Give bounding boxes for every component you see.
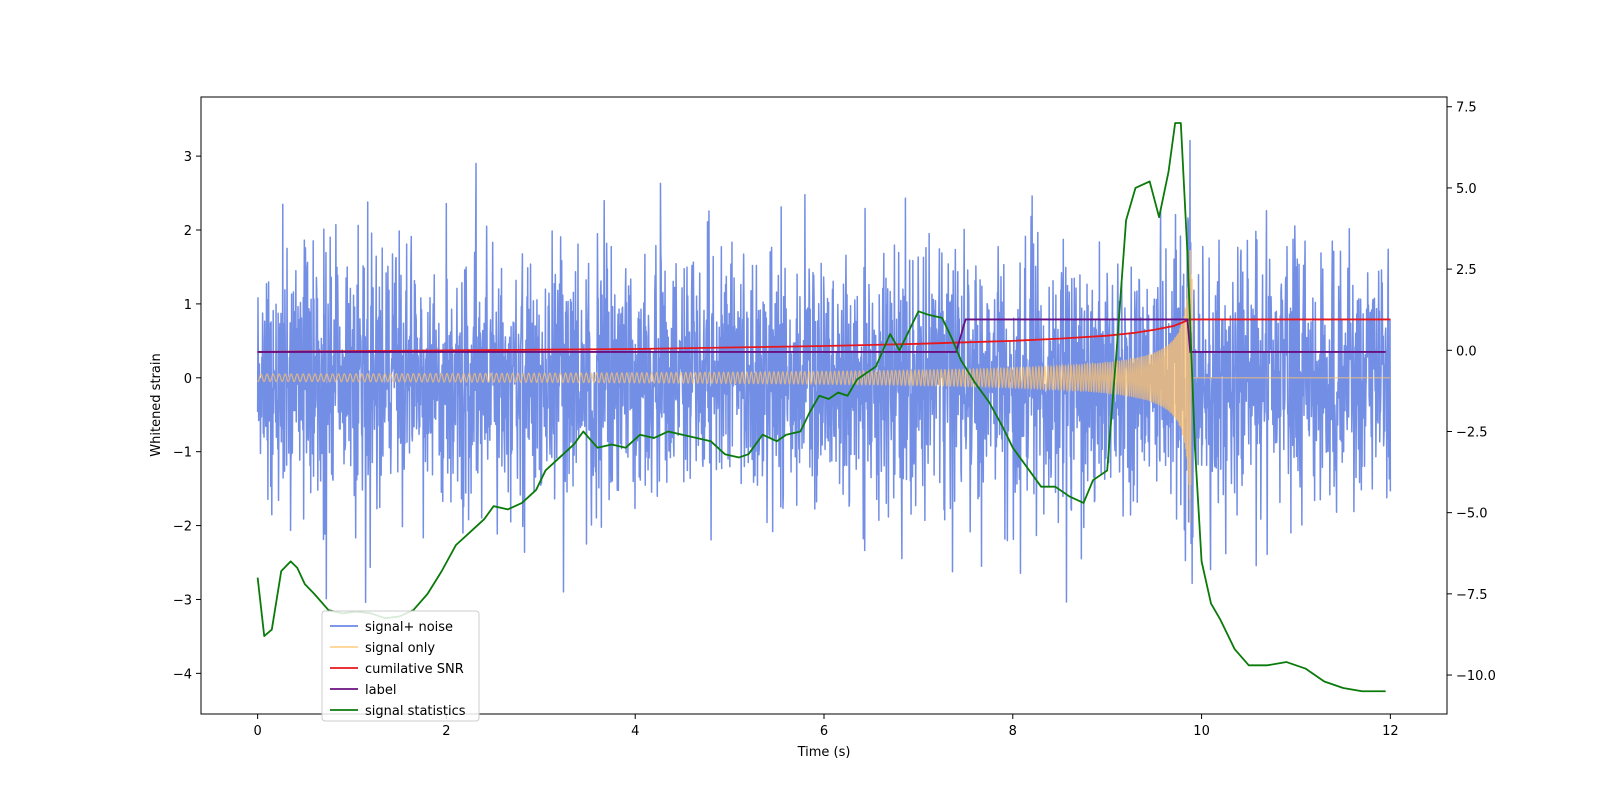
y-tick-label: 3: [184, 150, 192, 165]
y-axis-right: −10.0 −7.5 −5.0 −2.5 0.0 2.5 5.0 7.5: [1447, 101, 1496, 684]
x-tick-label: 12: [1382, 724, 1399, 739]
x-tick-label: 10: [1193, 724, 1210, 739]
plot-area: [256, 122, 1392, 693]
y2-tick-label: 5.0: [1456, 182, 1477, 197]
y-tick-label: −3: [173, 593, 192, 608]
series-signal-only-line: [257, 249, 1391, 524]
y-tick-label: 1: [184, 298, 192, 313]
legend-label: label: [365, 683, 396, 698]
y2-tick-label: −2.5: [1456, 425, 1488, 440]
y-tick-label: −1: [173, 446, 192, 461]
legend-label: cumilative SNR: [365, 662, 464, 677]
x-tick-label: 6: [820, 724, 828, 739]
x-tick-label: 4: [631, 724, 639, 739]
y-tick-label: −4: [173, 667, 192, 682]
series-signal-noise-line: [256, 139, 1392, 604]
x-axis-label: Time (s): [797, 745, 851, 760]
y2-tick-label: 7.5: [1456, 101, 1477, 116]
x-tick-label: 0: [253, 724, 261, 739]
legend: signal+ noise signal only cumilative SNR la…: [321, 610, 480, 722]
y2-tick-label: 0.0: [1456, 344, 1477, 359]
legend-label: signal only: [365, 641, 435, 656]
series-signal-statistics-line: [256, 122, 1386, 693]
x-tick-label: 2: [442, 724, 450, 739]
y2-tick-label: 2.5: [1456, 263, 1477, 278]
y2-tick-label: −7.5: [1456, 588, 1488, 603]
y2-tick-label: −10.0: [1456, 669, 1496, 684]
series-label-line: [257, 318, 1386, 353]
legend-label: signal statistics: [365, 704, 466, 719]
y-tick-label: 2: [184, 224, 192, 239]
legend-label: signal+ noise: [365, 620, 453, 635]
y-tick-label: 0: [184, 372, 192, 387]
y-axis-left: −4 −3 −2 −1 0 1 2 3: [173, 150, 201, 682]
y-axis-label: Whitened strain: [149, 353, 164, 456]
y-tick-label: −2: [173, 520, 192, 535]
x-tick-label: 8: [1009, 724, 1017, 739]
y2-tick-label: −5.0: [1456, 507, 1488, 522]
legend-box: [321, 610, 480, 722]
